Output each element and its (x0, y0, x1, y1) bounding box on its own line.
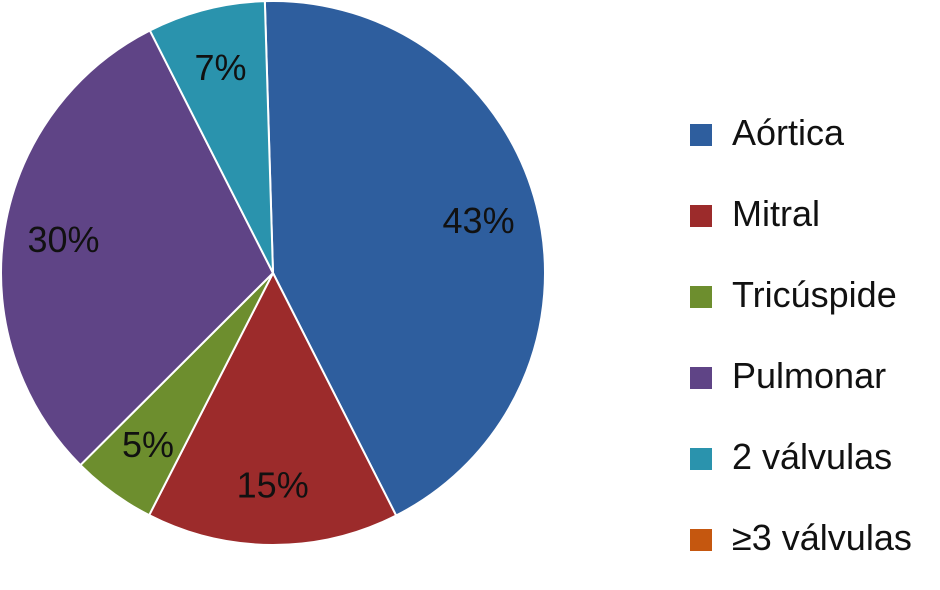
pie-slice-1 (147, 270, 398, 546)
legend-label: Pulmonar (732, 355, 887, 396)
legend-label: Tricúspide (732, 274, 897, 315)
legend-label: Mitral (732, 193, 820, 234)
legend-item: Mitral (690, 185, 940, 266)
slice-value-label: 7% (195, 47, 247, 88)
slice-value-label: 43% (443, 200, 515, 241)
pie-slices (0, 0, 546, 546)
legend-swatch (690, 529, 712, 551)
slice-value-label: 5% (122, 424, 174, 465)
legend-label: ≥3 válvulas (732, 517, 912, 558)
legend-item: Aórtica (690, 104, 940, 185)
slice-value-label: 15% (237, 465, 309, 506)
legend-swatch (690, 286, 712, 308)
legend-swatch (690, 367, 712, 389)
pie-chart: 43% 15% 5% 30% 7% (0, 0, 546, 546)
legend-item: ≥3 válvulas (690, 509, 940, 590)
slice-value-label: 30% (27, 219, 99, 260)
legend-item: Pulmonar (690, 347, 940, 428)
legend-label: Aórtica (732, 112, 845, 153)
pie-slice-0 (263, 0, 546, 517)
pie-value-labels: 43% 15% 5% 30% 7% (27, 47, 514, 506)
legend-item: Tricúspide (690, 266, 940, 347)
legend-swatch (690, 205, 712, 227)
legend-swatch (690, 124, 712, 146)
legend-label: 2 válvulas (732, 436, 893, 477)
legend-swatch (690, 448, 712, 470)
legend-item: 2 válvulas (690, 428, 940, 509)
pie-slice-4 (148, 0, 274, 274)
chart-legend: Aórtica Mitral Tricúspide Pulmonar 2 válvula… (690, 104, 940, 590)
